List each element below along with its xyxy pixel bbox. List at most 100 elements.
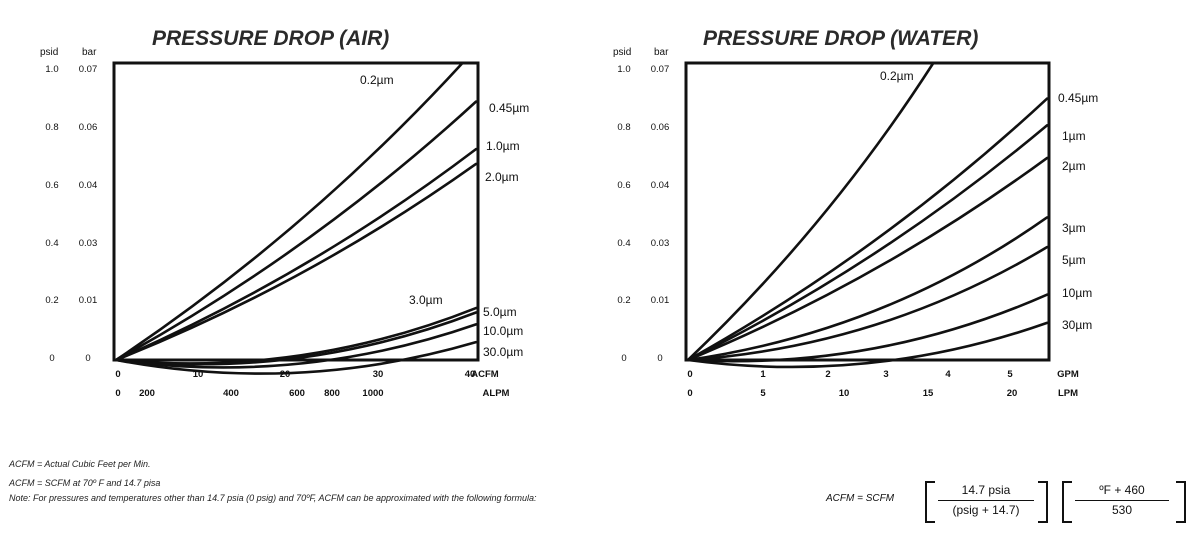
- water-chart-title: PRESSURE DROP (WATER): [703, 27, 978, 50]
- air-curve-0-45um: [114, 100, 478, 362]
- water-curves: [686, 61, 1049, 369]
- air-label-1-0um: 1.0µm: [486, 139, 520, 153]
- air-x-primary-tick: 10: [193, 369, 204, 380]
- air-label-5-0um: 5.0µm: [483, 305, 517, 319]
- water-label-30um: 30µm: [1062, 318, 1092, 332]
- water-bar-tick: 0.04: [651, 180, 670, 191]
- air-psid-tick: 0.2: [45, 295, 58, 306]
- air-bar-tick: 0.03: [79, 238, 98, 249]
- water-psid-tick: 0: [621, 353, 626, 364]
- bracket-right-1: [1038, 481, 1048, 523]
- air-curve-0-2um: [114, 61, 464, 362]
- note-acfm-definition: ACFM = Actual Cubic Feet per Min.: [9, 459, 151, 469]
- water-x-primary-tick: 0: [687, 369, 692, 380]
- air-label-10-0um: 10.0µm: [483, 324, 523, 338]
- water-label-0-45um: 0.45µm: [1058, 91, 1098, 105]
- water-bar-tick: 0.07: [651, 64, 670, 75]
- water-label-10um: 10µm: [1062, 286, 1092, 300]
- water-curve-2um: [686, 156, 1049, 362]
- air-bar-tick: 0.01: [79, 295, 98, 306]
- air-label-30-0um: 30.0µm: [483, 345, 523, 359]
- water-curve-10um: [686, 293, 1049, 363]
- water-x-secondary-tick: 20: [1007, 388, 1018, 399]
- air-curve-5-0um: [114, 311, 478, 366]
- fraction-temperature-denominator: 530: [1111, 503, 1133, 517]
- water-x-primary-tick: 5: [1007, 369, 1013, 380]
- water-x-primary-tick: 1: [760, 369, 766, 380]
- air-label-0-2um: 0.2µm: [360, 73, 394, 87]
- water-x-primary-tick: 4: [945, 369, 951, 380]
- water-y-ticks: 1.0 0.8 0.6 0.4 0.2 0 0.07 0.06 0.04 0.03 0.01 0: [617, 64, 669, 364]
- water-bar-unit: bar: [654, 47, 669, 58]
- bracket-right-2: [1176, 481, 1186, 523]
- water-label-0-2um: 0.2µm: [880, 69, 914, 83]
- water-label-2um: 2µm: [1062, 159, 1086, 173]
- water-plot-frame: [684, 61, 1051, 362]
- air-label-3-0um: 3.0µm: [409, 293, 443, 307]
- water-psid-tick: 0.6: [617, 180, 630, 191]
- air-bar-tick: 0: [85, 353, 90, 364]
- water-psid-tick: 0.2: [617, 295, 630, 306]
- water-psid-unit: psid: [613, 47, 631, 58]
- air-x-primary-tick: 40: [465, 369, 476, 380]
- air-curve-labels: 0.2µm 0.45µm 1.0µm 2.0µm 3.0µm 5.0µm 10.0µm 30.…: [360, 73, 529, 359]
- air-chart-title: PRESSURE DROP (AIR): [152, 27, 389, 50]
- air-x-secondary-tick: 800: [324, 388, 340, 399]
- air-bar-tick: 0.04: [79, 180, 98, 191]
- air-bar-tick: 0.06: [79, 122, 98, 133]
- water-curve-30um: [686, 321, 1049, 369]
- air-x-secondary-unit: ALPM: [483, 388, 510, 399]
- water-chart: PRESSURE DROP (WATER) psid bar 1.0 0.8 0.6…: [613, 27, 1098, 399]
- air-chart: PRESSURE DROP (AIR) psid bar 1.0 0.8 0.6 0.…: [40, 27, 529, 399]
- air-x-secondary-tick: 0: [115, 388, 120, 399]
- air-x-secondary-tick: 400: [223, 388, 239, 399]
- bracket-left-2: [1062, 481, 1072, 523]
- formula-lhs: ACFM = SCFM: [826, 493, 895, 504]
- air-curve-2-0um: [114, 162, 478, 362]
- air-psid-tick: 0: [49, 353, 54, 364]
- water-curve-0-2um: [686, 61, 935, 362]
- air-bar-tick: 0.07: [79, 64, 98, 75]
- air-psid-tick: 0.4: [45, 238, 58, 249]
- water-x-secondary-tick: 10: [839, 388, 850, 399]
- water-x-secondary-tick: 15: [923, 388, 934, 399]
- air-x-primary-unit: ACFM: [471, 369, 499, 380]
- water-curve-5um: [686, 245, 1049, 362]
- air-curve-30-0um: [114, 340, 478, 375]
- water-label-1um: 1µm: [1062, 129, 1086, 143]
- water-psid-tick: 0.8: [617, 122, 630, 133]
- water-label-5um: 5µm: [1062, 253, 1086, 267]
- water-x-primary-tick: 2: [825, 369, 830, 380]
- water-x-secondary-tick: 5: [760, 388, 766, 399]
- air-label-2-0um: 2.0µm: [485, 170, 519, 184]
- air-y-ticks: 1.0 0.8 0.6 0.4 0.2 0 0.07 0.06 0.04 0.03 0.01 0: [45, 64, 97, 364]
- water-curve-0-45um: [686, 97, 1049, 362]
- bracket-left-1: [925, 481, 935, 523]
- air-plot-frame: [112, 61, 480, 362]
- water-bar-tick: 0.03: [651, 238, 670, 249]
- water-curve-3um: [686, 216, 1049, 362]
- air-psid-unit: psid: [40, 47, 58, 58]
- air-curve-10-0um: [114, 323, 478, 369]
- water-label-3um: 3µm: [1062, 221, 1086, 235]
- water-x-primary-tick: 3: [883, 369, 888, 380]
- water-curve-labels: 0.2µm 0.45µm 1µm 2µm 3µm 5µm 10µm 30µm: [880, 69, 1098, 332]
- water-bar-tick: 0: [657, 353, 662, 364]
- air-psid-tick: 0.6: [45, 180, 58, 191]
- air-x-primary-tick: 0: [115, 369, 120, 380]
- water-bar-tick: 0.06: [651, 122, 670, 133]
- air-x-primary-tick: 30: [373, 369, 384, 380]
- water-x-ticks: 0 1 2 3 4 5 GPM 0 5 10 15 20 LPM: [687, 369, 1079, 399]
- air-curves: [114, 61, 478, 375]
- air-x-secondary-tick: 200: [139, 388, 155, 399]
- water-x-secondary-unit: LPM: [1058, 388, 1078, 399]
- note-acfm-scfm: ACFM = SCFM at 70º F and 14.7 pisa: [9, 478, 161, 488]
- water-psid-tick: 0.4: [617, 238, 630, 249]
- fraction-pressure-denominator: (psig + 14.7): [952, 503, 1020, 517]
- air-bar-unit: bar: [82, 47, 97, 58]
- air-curve-1-0um: [114, 147, 478, 362]
- air-x-secondary-tick: 600: [289, 388, 305, 399]
- air-x-primary-tick: 20: [280, 369, 291, 380]
- fraction-temperature-numerator: ºF + 460: [1075, 483, 1169, 501]
